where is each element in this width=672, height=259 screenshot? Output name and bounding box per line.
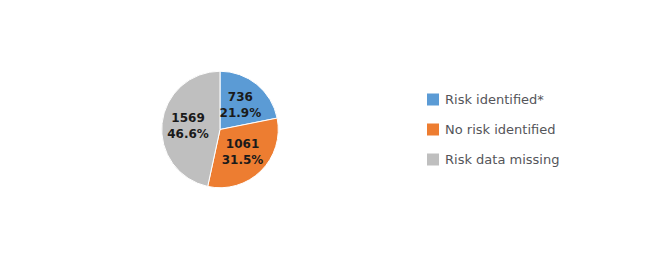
svg-text:1569: 1569 <box>171 111 204 125</box>
svg-text:46.6%: 46.6% <box>167 127 209 141</box>
svg-text:No risk identified: No risk identified <box>445 122 555 137</box>
svg-text:31.5%: 31.5% <box>222 153 264 167</box>
svg-text:Risk data missing: Risk data missing <box>445 152 559 167</box>
svg-text:1061: 1061 <box>226 137 259 151</box>
svg-text:21.9%: 21.9% <box>220 106 262 120</box>
svg-text:736: 736 <box>228 90 253 104</box>
svg-text:Risk identified*: Risk identified* <box>445 92 544 107</box>
